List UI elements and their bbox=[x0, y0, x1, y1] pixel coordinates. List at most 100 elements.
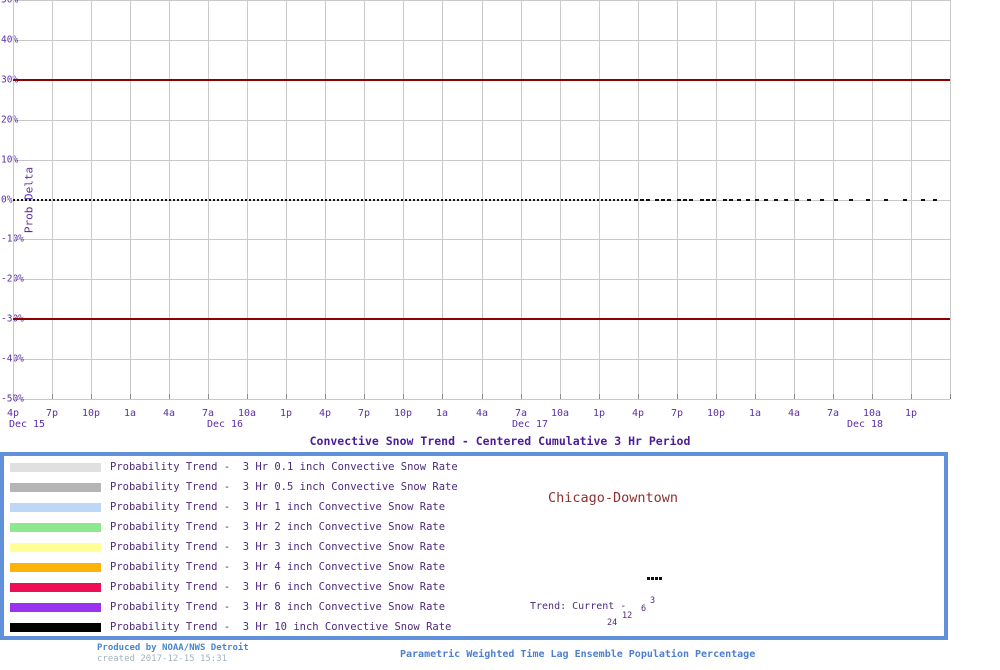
axis-tick bbox=[950, 394, 951, 399]
trend-current-dot bbox=[655, 577, 658, 580]
axis-tick bbox=[130, 394, 131, 399]
y-tick-label: -20% bbox=[1, 274, 24, 285]
legend-swatch bbox=[10, 563, 101, 572]
zero-trend-dash bbox=[737, 199, 741, 201]
zero-trend-dash bbox=[677, 199, 681, 201]
v-gridline bbox=[950, 0, 951, 399]
zero-trend-dash bbox=[746, 199, 750, 201]
threshold-line bbox=[13, 318, 950, 320]
axis-tick bbox=[911, 394, 912, 399]
zero-trend-line bbox=[13, 199, 632, 201]
h-gridline bbox=[13, 40, 950, 41]
legend-item-label: Probability Trend - 3 Hr 4 inch Convecti… bbox=[110, 561, 446, 573]
legend-item: Probability Trend - 3 Hr 6 inch Convecti… bbox=[4, 578, 944, 598]
x-tick-label: 7p bbox=[357, 408, 371, 419]
x-tick-label: 7p bbox=[45, 408, 59, 419]
x-tick-label: 7a bbox=[826, 408, 840, 419]
x-tick-label: 7p bbox=[670, 408, 684, 419]
trend-current-dot bbox=[659, 577, 662, 580]
y-tick-label: 0% bbox=[1, 194, 13, 206]
axis-tick bbox=[247, 394, 248, 399]
x-tick-label: 4a bbox=[162, 408, 176, 419]
x-tick-label: 1p bbox=[904, 408, 918, 419]
x-tick-label: 10a bbox=[550, 408, 570, 419]
legend-item: Probability Trend - 3 Hr 1 inch Convecti… bbox=[4, 498, 944, 518]
h-gridline bbox=[13, 359, 950, 360]
x-tick-label: 10a bbox=[237, 408, 257, 419]
footer-right-note: Parametric Weighted Time Lag Ensemble Po… bbox=[400, 649, 756, 660]
axis-tick bbox=[169, 394, 170, 399]
legend-swatch bbox=[10, 623, 101, 632]
zero-trend-dash bbox=[866, 199, 870, 201]
axis-tick bbox=[13, 394, 14, 399]
y-tick-label: 10% bbox=[1, 154, 19, 166]
legend-item-label: Probability Trend - 3 Hr 8 inch Convecti… bbox=[110, 601, 446, 613]
x-tick-label: 10a bbox=[862, 408, 882, 419]
x-tick-label: 7a bbox=[201, 408, 215, 419]
zero-trend-dash bbox=[884, 199, 888, 201]
zero-trend-dash bbox=[921, 199, 925, 201]
legend-item: Probability Trend - 3 Hr 3 inch Convecti… bbox=[4, 538, 944, 558]
legend-swatch bbox=[10, 543, 101, 552]
h-gridline bbox=[13, 399, 950, 400]
y-axis-title: Prob Delta bbox=[22, 166, 36, 234]
x-tick-label: 4p bbox=[631, 408, 645, 419]
legend-swatch bbox=[10, 583, 101, 592]
legend-box: Probability Trend - 3 Hr 0.1 inch Convec… bbox=[0, 452, 948, 640]
legend-item: Probability Trend - 3 Hr 2 inch Convecti… bbox=[4, 518, 944, 538]
v-gridline bbox=[638, 0, 639, 399]
legend-item-label: Probability Trend - 3 Hr 6 inch Convecti… bbox=[110, 581, 446, 593]
trend-lag-number: 3 bbox=[650, 596, 656, 606]
axis-tick bbox=[403, 394, 404, 399]
legend-item-label: Probability Trend - 3 Hr 3 inch Convecti… bbox=[110, 541, 446, 553]
zero-trend-dash bbox=[729, 199, 733, 201]
axis-tick bbox=[52, 394, 53, 399]
y-tick-label: -50% bbox=[1, 393, 24, 405]
x-tick-label: 1p bbox=[279, 408, 293, 419]
v-gridline bbox=[911, 0, 912, 399]
legend-swatch bbox=[10, 603, 101, 612]
trend-label: Trend: Current - bbox=[530, 601, 627, 612]
h-gridline bbox=[13, 239, 950, 240]
zero-trend-dash bbox=[689, 199, 693, 201]
legend-item: Probability Trend - 3 Hr 8 inch Convecti… bbox=[4, 598, 944, 618]
zero-trend-dash bbox=[667, 199, 671, 201]
zero-trend-dash bbox=[933, 199, 937, 201]
legend-item-label: Probability Trend - 3 Hr 0.1 inch Convec… bbox=[110, 461, 458, 473]
zero-trend-dash bbox=[834, 199, 838, 201]
x-tick-label: 1a bbox=[748, 408, 762, 419]
axis-tick bbox=[872, 394, 873, 399]
axis-tick bbox=[286, 394, 287, 399]
y-tick-label: -10% bbox=[1, 234, 24, 245]
axis-tick bbox=[208, 394, 209, 399]
plot-area: 50% 40% 30% 20% 10% 0% -10% -20% -30% -40% -50% 4p 7… bbox=[1, 0, 951, 430]
legend-swatch bbox=[10, 503, 101, 512]
legend-swatch bbox=[10, 463, 101, 472]
y-tick-label: -30% bbox=[1, 314, 24, 325]
zero-trend-dash bbox=[634, 199, 638, 201]
x-tick-label: 4p bbox=[6, 408, 20, 419]
y-tick-label: 50% bbox=[1, 0, 19, 6]
zero-trend-dash bbox=[784, 199, 788, 201]
y-tick-label: 40% bbox=[1, 34, 19, 46]
trend-current-dot bbox=[651, 577, 654, 580]
x-tick-label: 4p bbox=[318, 408, 332, 419]
axis-tick bbox=[521, 394, 522, 399]
legend-item-label: Probability Trend - 3 Hr 2 inch Convecti… bbox=[110, 521, 446, 533]
axis-tick bbox=[364, 394, 365, 399]
trend-current-dot bbox=[647, 577, 650, 580]
trend-lag-number: 6 bbox=[641, 604, 647, 614]
axis-tick bbox=[833, 394, 834, 399]
y-tick-label: -40% bbox=[1, 354, 24, 365]
footer-produced-by: Produced by NOAA/NWS Detroit bbox=[97, 643, 249, 653]
y-tick-label: 30% bbox=[1, 74, 19, 86]
x-tick-label: 10p bbox=[393, 408, 413, 419]
zero-trend-dash bbox=[755, 199, 759, 201]
x-tick-label: 4a bbox=[787, 408, 801, 419]
date-label: Dec 16 bbox=[206, 419, 244, 430]
zero-trend-dash bbox=[706, 199, 710, 201]
legend-swatch bbox=[10, 483, 101, 492]
legend-item: Probability Trend - 3 Hr 4 inch Convecti… bbox=[4, 558, 944, 578]
zero-trend-dash bbox=[661, 199, 665, 201]
